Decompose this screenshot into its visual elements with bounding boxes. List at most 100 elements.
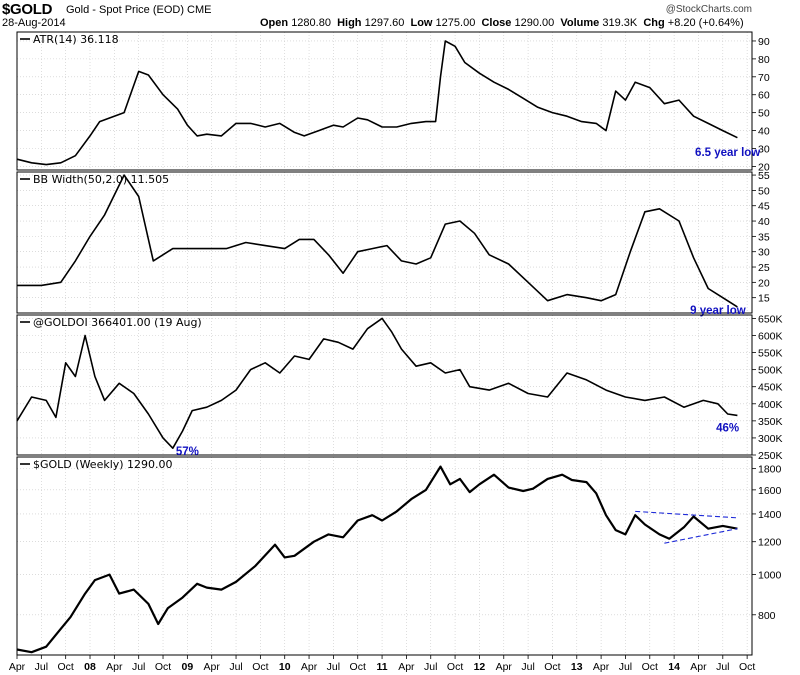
x-tick-label: Apr (496, 661, 513, 673)
high-value: 1297.60 (364, 17, 405, 29)
x-tick-label: Oct (350, 661, 366, 673)
annotation-label: 9 year low (690, 305, 746, 317)
chg-value: +8.20 (+0.64%) (667, 17, 744, 29)
panel-price: 800 1000 1200 1400 1600 1800 $GOLD (Weekly) 12… (16, 456, 782, 656)
ticker-symbol: $GOLD (2, 1, 53, 18)
x-tick-label: Apr (301, 661, 318, 673)
high-label: High (337, 17, 362, 29)
open-value: 1280.80 (291, 17, 331, 29)
x-tick-label: Apr (690, 661, 707, 673)
x-tick-label: Apr (106, 661, 123, 673)
close-label: Close (481, 17, 512, 29)
open-label: Open (260, 17, 289, 29)
annotation-label: 57% (176, 446, 199, 458)
panel-frame (16, 171, 753, 314)
panel-title: @GOLDOI 366401.00 (19 Aug) (33, 316, 202, 329)
quote-date: 28-Aug-2014 (2, 17, 66, 29)
y-tick-label: 70 (758, 72, 770, 84)
x-tick-label: Apr (398, 661, 415, 673)
x-tick-label: Jul (424, 661, 437, 673)
y-tick-label: 20 (758, 161, 770, 173)
y-tick-label: 60 (758, 90, 770, 102)
description-text: Gold - Spot Price (EOD) (66, 4, 184, 16)
panel-frame (16, 456, 753, 656)
y-tick-label: 450K (758, 382, 783, 394)
y-tick-label: 650K (758, 313, 783, 325)
y-tick-label: 400K (758, 399, 783, 411)
x-tick-label: 14 (668, 661, 680, 673)
x-tick-label: Oct (155, 661, 171, 673)
x-tick-label: 11 (377, 661, 388, 673)
x-tick-label: 12 (474, 661, 486, 673)
x-tick-label: Oct (447, 661, 463, 673)
y-tick-label: 550K (758, 348, 783, 360)
panel-atr: 20 30 40 50 60 70 80 90 ATR(14) 36.118 6.5 year l… (16, 31, 770, 173)
copyright-text: @StockCharts.com (665, 4, 752, 15)
y-tick-label: 500K (758, 365, 783, 377)
series-line (17, 174, 738, 308)
y-tick-label: 1600 (758, 485, 782, 497)
x-tick-label: Oct (58, 661, 74, 673)
y-tick-label: 50 (758, 185, 770, 197)
x-tick-label: 13 (571, 661, 583, 673)
series-line (16, 40, 738, 166)
annotation-label: 6.5 year low (695, 147, 760, 159)
x-tick-label: Apr (9, 661, 26, 673)
x-tick-label: Oct (739, 661, 755, 673)
y-tick-label: 1200 (758, 537, 782, 549)
x-tick-label: 10 (279, 661, 291, 673)
x-axis: Apr Jul Oct 08 Apr Jul Oct 09 Apr Jul Oct 10 Apr Jul O… (9, 655, 755, 673)
y-tick-label: 20 (758, 277, 770, 289)
x-tick-label: Jul (619, 661, 632, 673)
low-label: Low (410, 17, 433, 29)
chg-label: Chg (643, 17, 665, 29)
close-value: 1290.00 (514, 17, 555, 29)
y-tick-label: 40 (758, 126, 770, 138)
x-tick-label: Jul (35, 661, 48, 673)
x-tick-label: Apr (593, 661, 610, 673)
y-tick-label: 1800 (758, 464, 782, 476)
quote-stats: Open 1280.80 High 1297.60 Low 1275.00 Cl… (260, 17, 744, 29)
y-tick-label: 35 (758, 231, 770, 243)
y-tick-label: 80 (758, 54, 770, 66)
y-tick-label: 25 (758, 262, 770, 274)
y-tick-label: 300K (758, 433, 783, 445)
x-tick-label: 09 (182, 661, 194, 673)
y-tick-label: 1000 (758, 570, 782, 582)
x-tick-label: Oct (642, 661, 658, 673)
y-tick-label: 30 (758, 247, 770, 259)
panel-title: ATR(14) 36.118 (33, 33, 119, 46)
x-tick-label: Oct (252, 661, 268, 673)
y-tick-label: 1400 (758, 509, 782, 521)
chart-header: $GOLD Gold - Spot Price (EOD) CME 28-Aug… (0, 0, 800, 32)
panel-title: $GOLD (Weekly) 1290.00 (33, 458, 173, 471)
y-tick-label: 15 (758, 293, 770, 305)
volume-value: 319.3K (602, 17, 638, 29)
y-tick-label: 45 (758, 201, 770, 213)
x-tick-label: 08 (84, 661, 96, 673)
trend-line (635, 510, 738, 519)
panel-title: BB Width(50,2.0) 11.505 (33, 173, 169, 186)
y-tick-label: 90 (758, 36, 770, 48)
y-tick-label: 40 (758, 216, 770, 228)
x-tick-label: Apr (204, 661, 221, 673)
y-tick-label: 50 (758, 108, 770, 120)
panel-frame (16, 31, 753, 171)
low-value: 1275.00 (435, 17, 476, 29)
panel-open-interest: 250K 300K 350K 400K 450K 500K 550K 600K 650K @GOL… (16, 313, 783, 462)
series-line (16, 465, 738, 654)
x-tick-label: Jul (132, 661, 145, 673)
x-tick-label: Oct (544, 661, 560, 673)
y-tick-label: 600K (758, 330, 783, 342)
panel-frame (16, 314, 753, 456)
exchange-text: CME (187, 4, 212, 16)
volume-label: Volume (560, 17, 600, 29)
y-tick-label: 55 (758, 170, 770, 182)
trend-line (664, 528, 738, 544)
y-tick-label: 800 (758, 610, 776, 622)
x-tick-label: Jul (716, 661, 729, 673)
annotation-label: 46% (716, 423, 739, 435)
x-tick-label: Jul (521, 661, 534, 673)
series-line (16, 317, 738, 449)
